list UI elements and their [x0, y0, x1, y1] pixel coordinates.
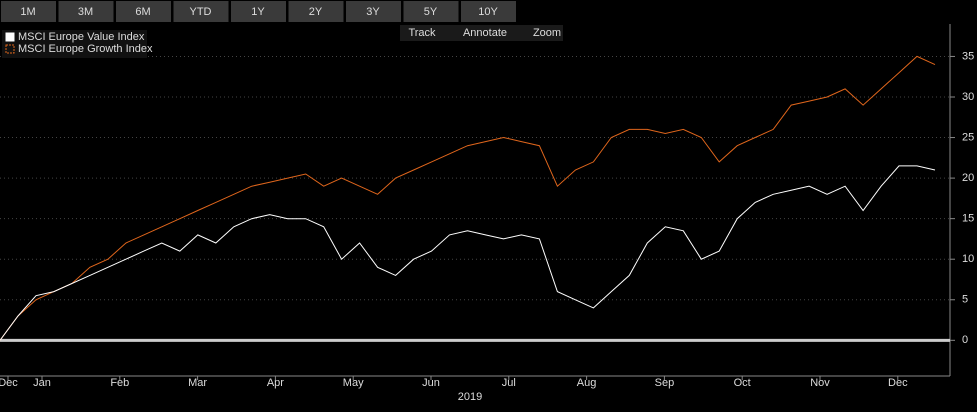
y-tick-label: 15: [962, 213, 974, 225]
legend-swatch: [5, 44, 15, 54]
legend-box: [2, 30, 147, 58]
range-button-label[interactable]: 3M: [78, 6, 93, 18]
range-button-label[interactable]: 1Y: [251, 6, 265, 18]
y-tick-label: 0: [962, 334, 968, 346]
legend-label: MSCI Europe Value Index: [18, 31, 145, 43]
x-axis-label: 2019: [458, 391, 482, 403]
range-button[interactable]: [288, 1, 344, 22]
x-tick-label: Mar: [188, 377, 207, 389]
x-tick-label: Apr: [267, 377, 284, 389]
range-button[interactable]: [461, 1, 516, 22]
y-tick-label: 5: [962, 294, 968, 306]
range-button-label[interactable]: YTD: [190, 6, 212, 18]
range-button[interactable]: [58, 1, 114, 22]
y-tick-label: 10: [962, 253, 974, 265]
tool-button[interactable]: Zoom: [533, 27, 561, 39]
tools: Track Annotate Zoom: [400, 25, 563, 41]
range-button-label[interactable]: 3Y: [366, 6, 380, 18]
x-tick-label: Jun: [422, 377, 440, 389]
range-button-label[interactable]: 10Y: [478, 6, 498, 18]
tools-box: [400, 25, 563, 41]
x-tick-label: Jan: [33, 377, 51, 389]
x-tick-label: Nov: [810, 377, 830, 389]
x-tick-label: Sep: [655, 377, 675, 389]
x-tick-label: Oct: [734, 377, 751, 389]
x-tick-label: May: [343, 377, 364, 389]
y-tick-label: 25: [962, 131, 974, 143]
y-tick-label: 30: [962, 91, 974, 103]
range-button[interactable]: [173, 1, 229, 22]
range-button-label[interactable]: 5Y: [424, 6, 438, 18]
tool-button[interactable]: Track: [408, 27, 436, 39]
toolbar: 1M 3M 6M YTD 1Y 2Y 3Y 5Y 10Y: [1, 1, 516, 22]
range-button-label[interactable]: 1M: [20, 6, 35, 18]
x-tick-label: Dec: [0, 377, 18, 389]
x-tick-label: Aug: [577, 377, 597, 389]
x-tick-label: Jul: [502, 377, 516, 389]
series-line: [0, 165, 936, 341]
range-button[interactable]: [116, 1, 171, 22]
tool-button[interactable]: Annotate: [463, 27, 507, 39]
x-tick-label: Feb: [110, 377, 129, 389]
range-button[interactable]: [403, 1, 459, 22]
range-button[interactable]: [346, 1, 401, 22]
range-button[interactable]: [231, 1, 286, 22]
range-button-label[interactable]: 6M: [135, 6, 150, 18]
series-line: [0, 55, 936, 341]
legend-swatch: [5, 32, 15, 42]
range-button-label[interactable]: 2Y: [309, 6, 323, 18]
y-tick-label: 20: [962, 172, 974, 184]
y-tick-label: 35: [962, 50, 974, 62]
range-button[interactable]: [1, 1, 56, 22]
legend-label: MSCI Europe Growth Index: [18, 43, 153, 55]
x-tick-label: Dec: [888, 377, 908, 389]
